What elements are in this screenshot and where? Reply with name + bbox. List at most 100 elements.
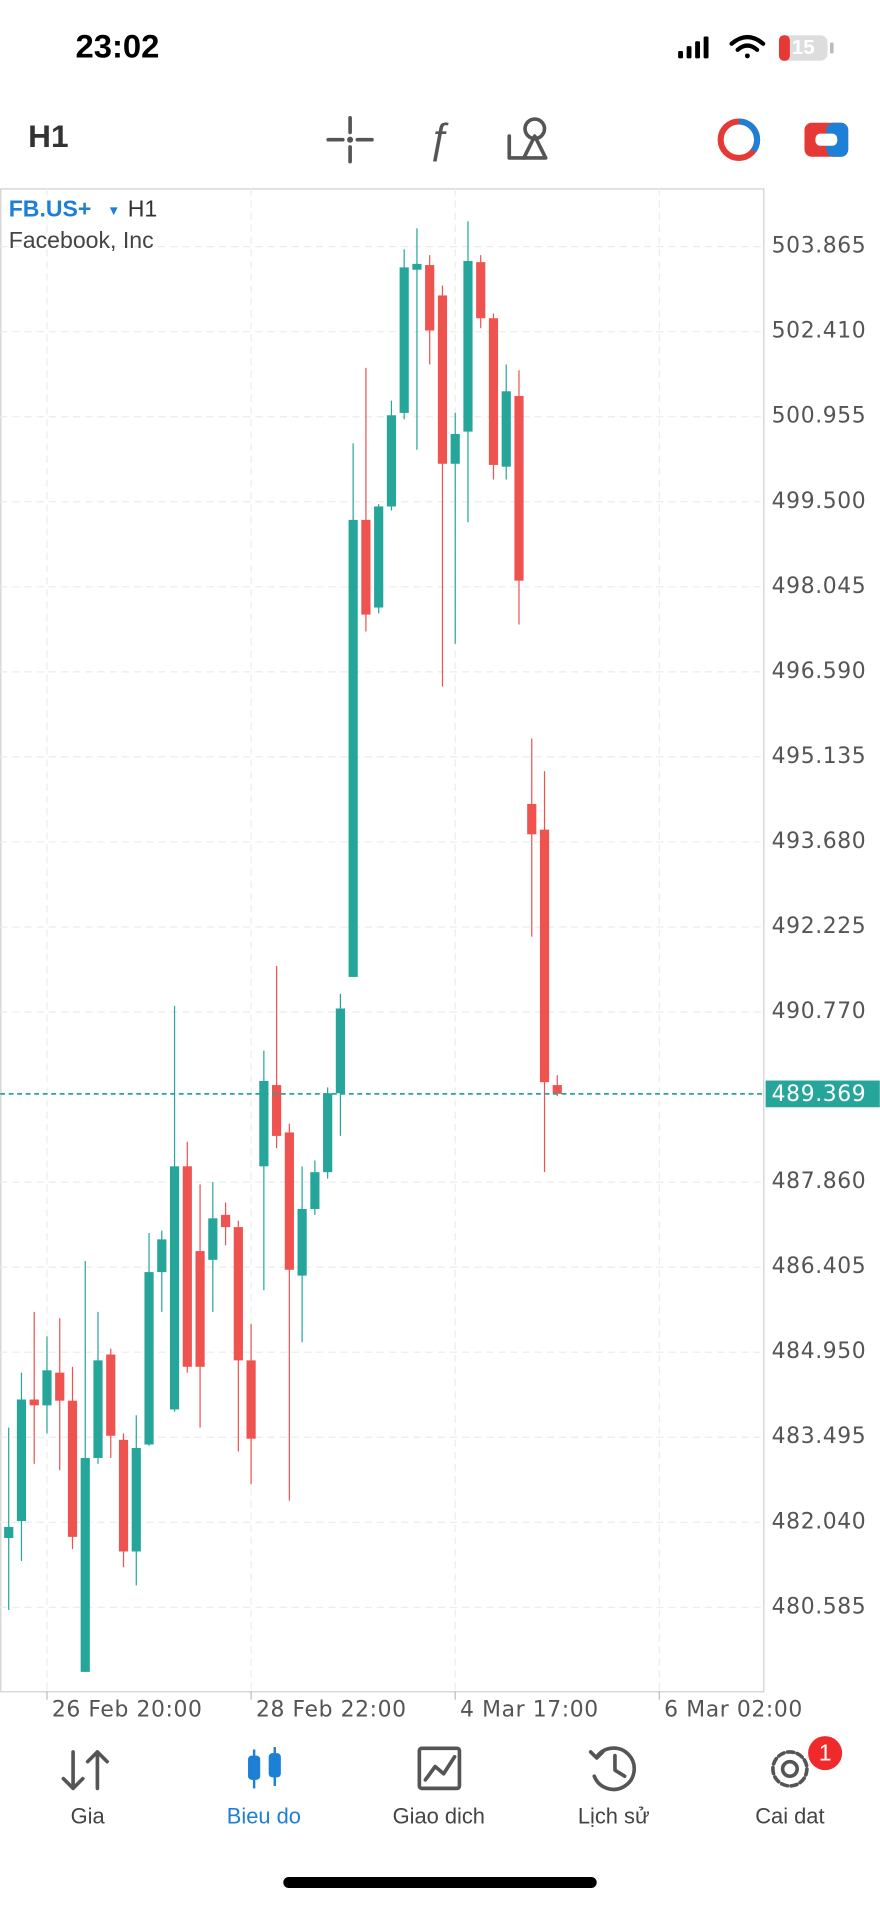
- badge: [808, 1736, 843, 1771]
- candle-body: [106, 1354, 116, 1436]
- candle: [527, 738, 537, 937]
- y-tick-label: 484.950: [772, 1339, 867, 1364]
- candle: [437, 285, 448, 687]
- candle-body: [412, 263, 422, 270]
- candle-body: [208, 1218, 218, 1260]
- nav-quotes-icon[interactable]: [61, 1750, 109, 1791]
- candle: [233, 1220, 243, 1452]
- candle-body: [233, 1227, 243, 1361]
- clock: 23:02: [76, 27, 160, 64]
- crosshair-button[interactable]: [326, 116, 374, 164]
- y-tick-label: 502.410: [772, 319, 867, 344]
- nav-icons: 1: [61, 1736, 843, 1792]
- candle: [220, 1202, 231, 1246]
- y-tick-label: 480.585: [772, 1594, 867, 1619]
- nav-tab[interactable]: Lịch sử: [578, 1803, 650, 1828]
- candle-body: [488, 318, 499, 465]
- candle: [463, 221, 473, 523]
- nav-chart-icon[interactable]: [248, 1747, 281, 1789]
- candle: [386, 400, 397, 511]
- nav-tab[interactable]: Gia: [71, 1803, 106, 1828]
- indicators-button[interactable]: ƒ: [427, 115, 450, 163]
- candle-body: [16, 1399, 27, 1522]
- candle: [93, 1311, 103, 1464]
- candle-body: [220, 1214, 231, 1228]
- candle-body: [527, 803, 537, 835]
- candle-body: [450, 433, 460, 464]
- candle: [361, 367, 371, 632]
- chart-frame: [0, 188, 765, 1693]
- wifi-icon: [729, 34, 766, 59]
- candle-body: [348, 519, 358, 977]
- candle: [284, 1123, 294, 1501]
- candle-body: [182, 1166, 192, 1367]
- candle: [29, 1311, 39, 1464]
- badge-count: 1: [819, 1739, 832, 1765]
- chart-timeframe: H1: [128, 195, 158, 221]
- candle-body: [272, 1085, 282, 1136]
- candle: [259, 1050, 269, 1291]
- trade-signals-button[interactable]: [717, 118, 761, 161]
- nav-tab[interactable]: Cai dat: [755, 1803, 824, 1828]
- candle-body: [246, 1360, 256, 1439]
- candle-body: [4, 1526, 14, 1539]
- y-tick-label: 499.500: [772, 489, 867, 514]
- candle: [425, 255, 435, 365]
- candle-body: [131, 1448, 141, 1552]
- candle: [348, 443, 358, 977]
- candle-body: [297, 1208, 307, 1276]
- nav-tab[interactable]: Giao dich: [393, 1803, 485, 1828]
- one-click-button[interactable]: [804, 122, 849, 157]
- nav-labels: Gia Bieu do Giao dich Lịch sử Cai dat: [71, 1803, 825, 1828]
- nav-settings-icon[interactable]: [771, 1750, 809, 1788]
- y-tick-label: 493.680: [772, 829, 867, 854]
- symbol[interactable]: FB.US+: [9, 195, 92, 221]
- candle: [297, 1166, 307, 1343]
- candle-body: [476, 262, 486, 319]
- y-tick-label: 486.405: [772, 1254, 867, 1279]
- y-tick-label: 500.955: [772, 404, 867, 429]
- objects-button[interactable]: [507, 117, 548, 160]
- candle: [310, 1160, 320, 1215]
- nav-tab[interactable]: Bieu do: [227, 1803, 301, 1828]
- candle-body: [42, 1370, 52, 1406]
- y-tick-label: 483.495: [772, 1424, 867, 1449]
- candle: [412, 228, 422, 450]
- candle: [157, 1230, 167, 1312]
- svg-text:ƒ: ƒ: [427, 115, 450, 163]
- candle-body: [335, 1008, 345, 1094]
- candle: [144, 1232, 154, 1446]
- battery-level: 15: [792, 36, 815, 59]
- candle: [16, 1372, 27, 1561]
- candle-body: [323, 1093, 333, 1173]
- x-tick-label: 4 Mar 17:00: [460, 1698, 599, 1723]
- y-tick-label: 487.860: [772, 1169, 867, 1194]
- candle-body: [399, 267, 409, 413]
- candle: [80, 1260, 90, 1672]
- symbol-dropdown[interactable]: ▼: [107, 203, 120, 218]
- candle-body: [195, 1251, 205, 1367]
- candle-body: [259, 1080, 269, 1167]
- y-tick-label: 482.040: [772, 1509, 867, 1534]
- battery-icon: 15: [778, 35, 834, 61]
- home-indicator: [283, 1877, 597, 1888]
- candle: [106, 1348, 116, 1458]
- x-tick-label: 6 Mar 02:00: [664, 1698, 803, 1723]
- candle: [335, 993, 345, 1136]
- candle: [399, 249, 409, 420]
- candle-body: [361, 519, 371, 615]
- candle: [169, 1006, 180, 1412]
- candle: [272, 965, 282, 1149]
- x-tick-label: 26 Feb 20:00: [52, 1698, 203, 1723]
- candle-body: [93, 1360, 103, 1458]
- candle: [67, 1366, 78, 1550]
- candle-body: [118, 1439, 129, 1552]
- nav-history-icon[interactable]: [588, 1746, 637, 1792]
- timeframe-button[interactable]: H1: [28, 118, 68, 154]
- candle: [195, 1184, 205, 1428]
- candle-body: [374, 506, 384, 608]
- candle-body: [437, 295, 448, 464]
- candle: [514, 370, 524, 625]
- nav-trade-icon[interactable]: [417, 1746, 462, 1791]
